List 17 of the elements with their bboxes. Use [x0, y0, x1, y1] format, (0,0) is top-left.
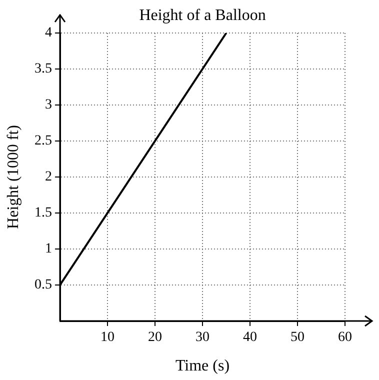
y-tick-label: 1 — [45, 242, 52, 257]
y-tick-label: 3.5 — [34, 62, 52, 77]
x-tick-label: 50 — [290, 330, 304, 346]
x-tick-label: 20 — [148, 330, 162, 346]
x-tick-label: 40 — [243, 330, 257, 346]
y-tick-label: 4 — [45, 26, 52, 41]
y-tick-label: 3 — [45, 98, 52, 113]
x-tick-label: 30 — [196, 330, 210, 346]
y-tick-label: 0.5 — [34, 278, 52, 293]
y-axis-title: Height (1000 ft) — [4, 125, 22, 229]
y-tick-label: 2 — [45, 170, 52, 185]
y-tick-label: 1.5 — [34, 206, 52, 221]
x-tick-label: 60 — [338, 330, 352, 346]
chart-title: Height of a Balloon — [139, 7, 266, 24]
x-axis-title: Time (s) — [175, 358, 230, 375]
y-tick-label: 2.5 — [34, 134, 52, 149]
x-tick-label: 10 — [100, 330, 114, 346]
